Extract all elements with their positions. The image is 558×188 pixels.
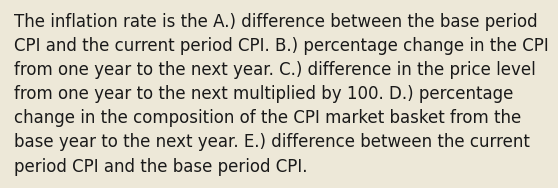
Text: base year to the next year. E.) difference between the current: base year to the next year. E.) differen… <box>14 133 530 152</box>
Text: from one year to the next year. C.) difference in the price level: from one year to the next year. C.) diff… <box>14 61 536 79</box>
Text: period CPI and the base period CPI.: period CPI and the base period CPI. <box>14 158 307 176</box>
Text: The inflation rate is the A.) difference between the base period: The inflation rate is the A.) difference… <box>14 13 537 31</box>
Text: from one year to the next multiplied by 100. D.) percentage: from one year to the next multiplied by … <box>14 85 513 103</box>
Text: change in the composition of the CPI market basket from the: change in the composition of the CPI mar… <box>14 109 521 127</box>
Text: CPI and the current period CPI. B.) percentage change in the CPI: CPI and the current period CPI. B.) perc… <box>14 37 549 55</box>
